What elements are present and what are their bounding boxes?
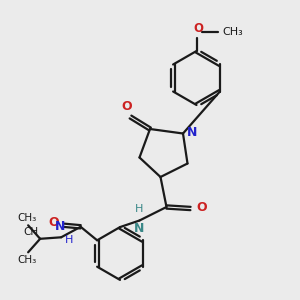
Text: CH₃: CH₃ bbox=[17, 213, 36, 223]
Text: N: N bbox=[187, 125, 197, 139]
Text: H: H bbox=[65, 235, 73, 245]
Text: O: O bbox=[196, 201, 206, 214]
Text: CH₃: CH₃ bbox=[17, 255, 36, 265]
Text: H: H bbox=[135, 205, 143, 214]
Text: O: O bbox=[48, 216, 59, 230]
Text: N: N bbox=[54, 220, 65, 233]
Text: CH: CH bbox=[23, 227, 39, 237]
Text: O: O bbox=[193, 22, 203, 35]
Text: O: O bbox=[122, 100, 132, 112]
Text: N: N bbox=[134, 222, 144, 235]
Text: CH₃: CH₃ bbox=[222, 27, 243, 37]
